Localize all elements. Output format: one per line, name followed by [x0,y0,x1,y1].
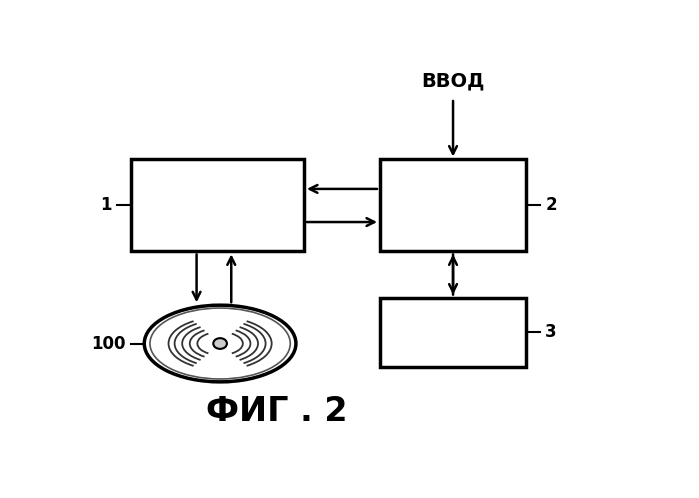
Bar [380,159,526,251]
Text: БЛОК
УПРАВ-
ЛЕНИЯ: БЛОК УПРАВ- ЛЕНИЯ [421,178,484,233]
Text: БЛОК  ЗАПИСИ/
СЧИТЫВАНИЯ: БЛОК ЗАПИСИ/ СЧИТЫВАНИЯ [151,184,284,219]
Text: ВВОД: ВВОД [421,71,484,91]
Text: 3: 3 [545,323,557,341]
Ellipse shape [213,338,227,349]
Bar [131,159,304,251]
Text: ФИГ . 2: ФИГ . 2 [206,395,347,428]
Bar [380,297,526,367]
Ellipse shape [144,305,296,382]
Text: 100: 100 [91,335,125,353]
Text: 2: 2 [545,197,557,215]
Text: 1: 1 [100,197,112,215]
Text: БЛОК
ПАМЯТИ: БЛОК ПАМЯТИ [417,315,489,350]
